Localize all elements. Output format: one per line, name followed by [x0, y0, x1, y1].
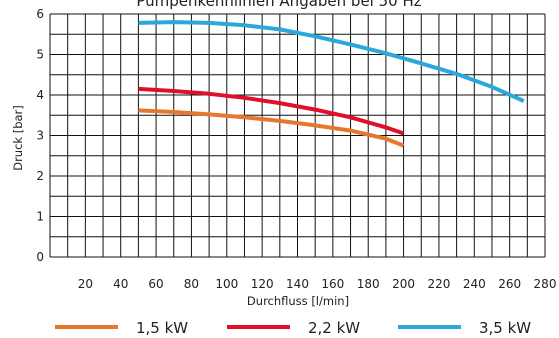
x-tick-label: 40: [113, 277, 128, 291]
x-axis-label: Durchfluss [l/min]: [247, 294, 349, 308]
x-tick-label: 100: [215, 277, 238, 291]
x-tick-label: 180: [357, 277, 380, 291]
series-line: [138, 86, 405, 136]
x-tick-label: 220: [427, 277, 450, 291]
y-tick-label: 4: [36, 88, 44, 102]
y-tick-label: 6: [36, 7, 44, 21]
y-tick-label: 1: [36, 210, 44, 224]
x-tick-label: 20: [78, 277, 93, 291]
y-axis-label: Druck [bar]: [11, 105, 25, 171]
series-lines: [138, 20, 525, 148]
x-tick-label: 60: [148, 277, 163, 291]
y-tick-label: 3: [36, 129, 44, 143]
x-tick-label: 260: [498, 277, 521, 291]
series-line: [138, 108, 405, 148]
chart-title: Pumpenkennlinien Angaben bei 50 Hz: [136, 0, 421, 10]
x-tick-label: 200: [392, 277, 415, 291]
chart-legend: 1,5 kW 2,2 kW 3,5 kW: [55, 319, 531, 337]
y-tick-label: 5: [36, 48, 44, 62]
chart-grid: [49, 13, 546, 258]
x-tick-label: 80: [184, 277, 199, 291]
x-tick-label: 240: [463, 277, 486, 291]
x-tick-label: 160: [321, 277, 344, 291]
legend-label: 3,5 kW: [479, 319, 531, 337]
legend-label: 1,5 kW: [136, 319, 188, 337]
legend-label: 2,2 kW: [308, 319, 360, 337]
axis-ticks: 20 40 60 80 100 120 140 160 180 200 220 240 260 280 0 1…: [36, 7, 556, 291]
x-tick-label: 280: [534, 277, 557, 291]
series-line: [138, 20, 525, 103]
x-tick-label: 120: [251, 277, 274, 291]
y-tick-label: 2: [36, 169, 44, 183]
x-tick-label: 140: [286, 277, 309, 291]
y-tick-label: 0: [36, 250, 44, 264]
